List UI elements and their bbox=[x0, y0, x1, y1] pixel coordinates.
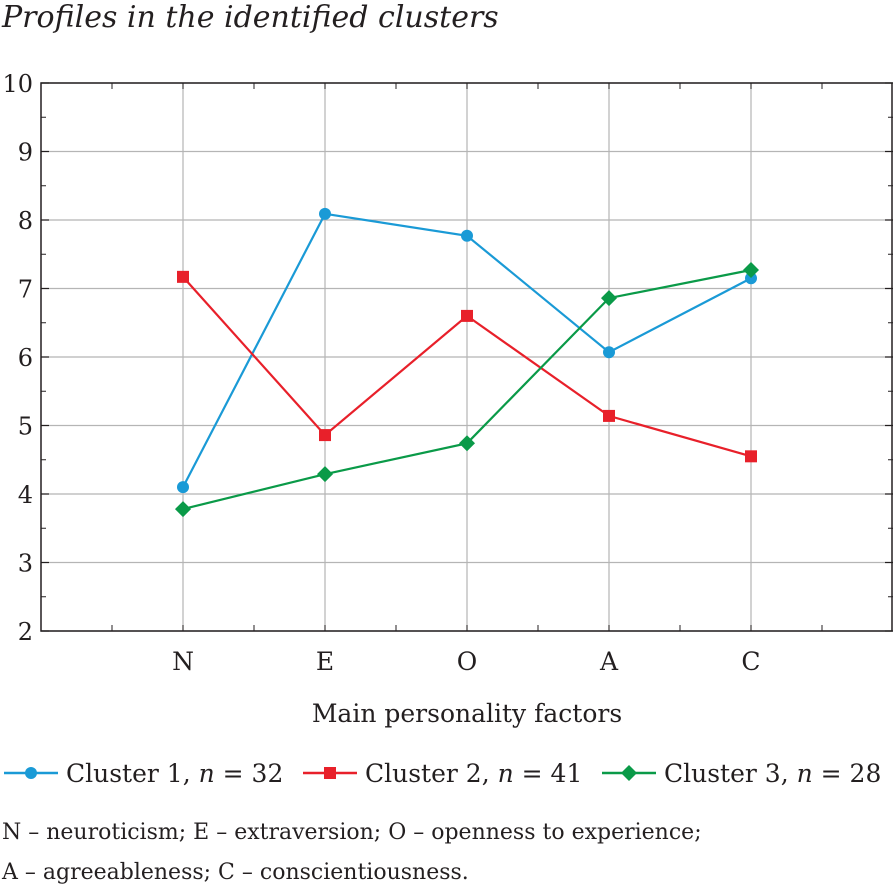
x-tick-label: E bbox=[316, 647, 334, 676]
grid bbox=[41, 82, 893, 632]
y-tick-label: 7 bbox=[18, 276, 33, 304]
data-point bbox=[745, 272, 757, 285]
legend-marker bbox=[324, 767, 336, 779]
plot-frame bbox=[40, 82, 893, 632]
y-tick-label: 3 bbox=[18, 550, 33, 578]
legend-item-1: Cluster 1, n = 32 bbox=[4, 759, 283, 788]
y-tick-label: 10 bbox=[2, 70, 33, 98]
data-point bbox=[603, 409, 615, 422]
legend-marker bbox=[25, 767, 37, 779]
y-tick-label: 2 bbox=[18, 618, 33, 646]
legend-item-2: Cluster 2, n = 41 bbox=[303, 759, 582, 788]
data-point bbox=[743, 262, 759, 279]
series-2 bbox=[177, 270, 757, 463]
data-point bbox=[319, 207, 331, 220]
x-tick-label: O bbox=[457, 647, 478, 676]
x-axis-label: Main personality factors bbox=[312, 699, 622, 728]
y-tick-label: 6 bbox=[18, 344, 33, 372]
data-point bbox=[603, 346, 615, 359]
data-point bbox=[461, 229, 473, 242]
legend-marker bbox=[621, 765, 637, 781]
data-point bbox=[177, 270, 189, 283]
legend-label: Cluster 2, n = 41 bbox=[365, 759, 582, 788]
x-tick-label: A bbox=[599, 647, 619, 676]
data-point bbox=[177, 481, 189, 494]
legend-label: Cluster 3, n = 28 bbox=[664, 759, 881, 788]
legend: Cluster 1, n = 32 Cluster 2, n = 41 Cluste… bbox=[4, 759, 881, 788]
legend-item-3: Cluster 3, n = 28 bbox=[602, 759, 881, 788]
data-point bbox=[319, 429, 331, 442]
y-tick-label: 9 bbox=[18, 139, 33, 167]
series-1 bbox=[177, 207, 757, 494]
y-tick-label: 4 bbox=[18, 481, 33, 509]
data-point bbox=[461, 309, 473, 322]
data-point bbox=[175, 501, 191, 518]
legend-label: Cluster 1, n = 32 bbox=[66, 759, 283, 788]
y-tick-label: 8 bbox=[18, 207, 33, 235]
x-tick-label: N bbox=[172, 647, 194, 676]
data-point bbox=[745, 450, 757, 463]
series-lines bbox=[175, 207, 759, 518]
x-tick-label: C bbox=[741, 647, 760, 676]
footnote-line-2: A – agreeableness; C – conscientiousness… bbox=[2, 860, 469, 885]
chart-title: Profiles in the identified clusters bbox=[2, 0, 499, 35]
footnote-line-1: N – neuroticism; E – extraversion; O – o… bbox=[2, 820, 702, 845]
data-point bbox=[317, 466, 333, 483]
axes: 2 3 4 5 6 7 8 9 10 N E O A C bbox=[2, 70, 893, 676]
data-point bbox=[459, 435, 475, 452]
data-point bbox=[601, 290, 617, 307]
y-tick-label: 5 bbox=[18, 413, 33, 441]
series-3 bbox=[175, 262, 759, 518]
